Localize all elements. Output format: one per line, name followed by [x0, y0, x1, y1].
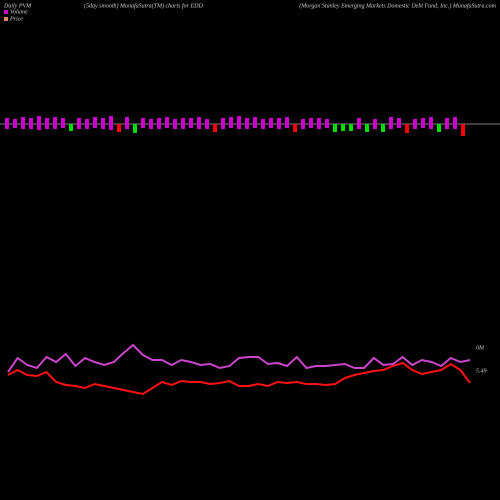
- pvm-bar: [221, 118, 225, 129]
- pvm-bar: [157, 118, 161, 129]
- pvm-bar: [21, 117, 25, 129]
- pvm-bar: [269, 118, 273, 128]
- legend-label: Volume: [10, 9, 28, 15]
- pvm-bar: [85, 119, 89, 129]
- pvm-bar: [461, 124, 465, 136]
- header-left: Daily PVM: [3, 3, 32, 9]
- pvm-bar: [53, 117, 57, 129]
- pvm-bar: [93, 117, 97, 128]
- pvm-bar: [413, 119, 417, 129]
- pvm-bar: [45, 118, 49, 129]
- pvm-bar: [317, 118, 321, 129]
- pvm-bar: [165, 117, 169, 128]
- pvm-bar: [61, 118, 65, 128]
- pvm-bar: [229, 117, 233, 128]
- pvm-bar: [341, 124, 345, 131]
- pvm-bar: [349, 124, 353, 131]
- pvm-bar: [77, 118, 81, 129]
- pvm-bar: [445, 118, 449, 129]
- pvm-bar: [301, 119, 305, 129]
- pvm-bar: [5, 118, 9, 129]
- legend-label: Price: [9, 16, 23, 22]
- pvm-bar: [117, 124, 121, 132]
- pvm-bar: [69, 124, 73, 131]
- pvm-bar: [101, 118, 105, 129]
- pvm-bar: [365, 124, 369, 132]
- pvm-bar: [205, 119, 209, 129]
- pvm-bar: [29, 118, 33, 129]
- pvm-bar: [405, 124, 409, 133]
- pvm-bar: [173, 119, 177, 129]
- pvm-bar: [189, 118, 193, 128]
- pvm-bar: [253, 117, 257, 128]
- pvm-bar: [309, 118, 313, 128]
- pvm-bar: [109, 116, 113, 130]
- pvm-bar: [133, 124, 137, 133]
- pvm-bar: [389, 117, 393, 129]
- pvm-bar: [181, 118, 185, 129]
- pvm-bar: [333, 124, 337, 132]
- series-line: [7, 343, 471, 373]
- header-right: (Morgan Stanley Emerging Markets Domesti…: [299, 2, 496, 9]
- pvm-bar: [397, 118, 401, 128]
- pvm-bar: [325, 119, 329, 128]
- pvm-bar: [261, 119, 265, 129]
- pvm-bar: [141, 118, 145, 128]
- series-line: [7, 361, 471, 396]
- pvm-bar: [213, 124, 217, 132]
- end-label: 5.49: [476, 367, 487, 374]
- legend-swatch: [4, 10, 8, 14]
- pvm-bar: [277, 118, 281, 129]
- pvm-bar: [373, 119, 377, 129]
- legend-swatch: [4, 17, 8, 21]
- pvm-bar: [13, 119, 17, 128]
- pvm-bar: [293, 124, 297, 132]
- pvm-bar: [245, 118, 249, 129]
- pvm-bar: [237, 116, 241, 129]
- pvm-bar: [125, 117, 129, 129]
- pvm-bar: [37, 116, 41, 130]
- end-label: 0M: [476, 345, 485, 351]
- pvm-bar: [429, 117, 433, 129]
- pvm-bar: [437, 124, 441, 132]
- pvm-bar: [149, 119, 153, 129]
- pvm-bar: [197, 117, 201, 129]
- chart-title: (5day smooth) MunafaSutra(TM) charts for…: [84, 2, 203, 9]
- pvm-bar: [421, 118, 425, 128]
- pvm-bar: [357, 118, 361, 129]
- pvm-bar: [285, 117, 289, 128]
- pvm-bar: [381, 124, 385, 132]
- pvm-bar: [453, 117, 457, 129]
